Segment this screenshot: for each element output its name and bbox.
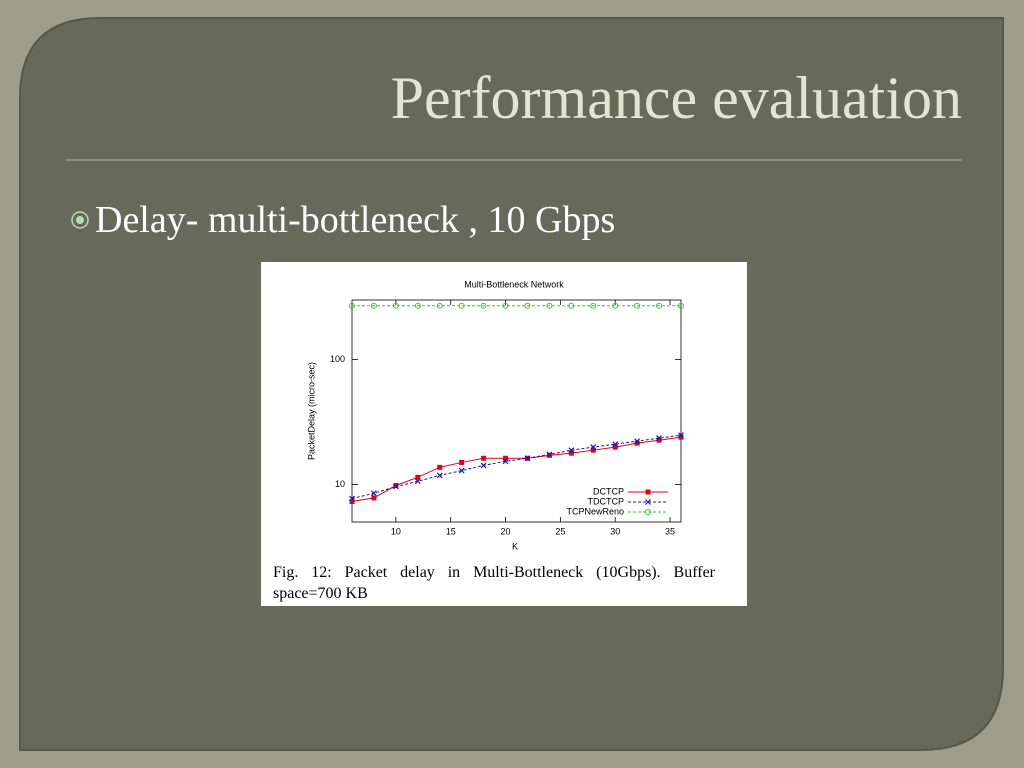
x-tick-label: 15 <box>446 526 456 536</box>
data-point <box>436 472 443 479</box>
data-point <box>349 498 355 504</box>
legend-marker <box>645 489 651 495</box>
data-point <box>634 438 641 445</box>
data-point <box>612 444 618 450</box>
data-point <box>590 302 597 309</box>
data-point <box>458 467 465 474</box>
slide-title: Performance evaluation <box>391 65 962 131</box>
y-tick-label: 10 <box>335 479 345 489</box>
data-point <box>481 455 487 461</box>
figure-caption: Fig. 12: Packet delay in Multi-Bottlenec… <box>273 564 715 602</box>
data-point <box>436 302 443 309</box>
figure-background <box>261 262 747 606</box>
data-point <box>678 432 684 439</box>
data-point <box>370 302 377 309</box>
chart: Multi-Bottleneck Network K PacketDelay (… <box>306 279 684 551</box>
data-point <box>392 483 399 490</box>
data-point <box>568 447 575 454</box>
data-point <box>678 302 684 309</box>
data-point <box>371 495 377 501</box>
y-tick-label: 100 <box>330 354 345 364</box>
data-point <box>459 459 465 465</box>
data-point <box>393 483 399 489</box>
data-point <box>349 302 355 309</box>
data-point <box>458 302 465 309</box>
data-point <box>414 302 421 309</box>
legend-marker <box>645 499 651 505</box>
x-tick-label: 25 <box>555 526 565 536</box>
legend-label: DCTCP <box>593 486 624 496</box>
chart-title: Multi-Bottleneck Network <box>464 279 564 289</box>
data-point <box>568 302 575 309</box>
data-point <box>524 302 531 309</box>
data-point <box>678 434 684 440</box>
series-line <box>351 434 682 500</box>
data-point <box>415 474 421 480</box>
bullet-icon <box>71 211 89 229</box>
x-tick-label: 35 <box>665 526 675 536</box>
data-point <box>524 455 531 462</box>
data-point <box>634 302 641 309</box>
data-point <box>656 302 663 309</box>
x-tick-label: 30 <box>610 526 620 536</box>
data-point <box>546 302 553 309</box>
data-point <box>371 490 377 497</box>
data-point <box>612 441 619 448</box>
data-point <box>349 495 355 502</box>
data-point <box>437 464 443 470</box>
x-axis-label: K <box>512 541 518 551</box>
data-point <box>656 437 662 443</box>
legend-label: TDCTCP <box>588 496 625 506</box>
plot-frame <box>351 299 682 523</box>
legend-label: TCPNewReno <box>566 506 624 516</box>
bullet-icon-dot <box>76 216 84 224</box>
data-point <box>480 302 487 309</box>
data-point <box>546 452 552 458</box>
data-point <box>612 302 619 309</box>
data-point <box>502 458 509 465</box>
x-tick-label: 10 <box>391 526 401 536</box>
data-point <box>590 444 597 451</box>
data-point <box>656 435 662 442</box>
data-point <box>546 451 553 458</box>
data-point <box>414 478 421 485</box>
series-line <box>351 436 682 502</box>
data-point <box>568 450 574 456</box>
data-point <box>634 440 640 446</box>
data-point <box>392 302 399 309</box>
data-point <box>590 447 596 453</box>
legend-marker <box>645 509 651 515</box>
y-axis-label: PacketDelay (micro-sec) <box>306 362 316 460</box>
data-point <box>502 302 509 309</box>
data-point <box>480 462 487 469</box>
x-tick-label: 20 <box>501 526 511 536</box>
bullet-text: Delay- multi-bottleneck , 10 Gbps <box>95 199 615 241</box>
data-point <box>503 455 509 461</box>
